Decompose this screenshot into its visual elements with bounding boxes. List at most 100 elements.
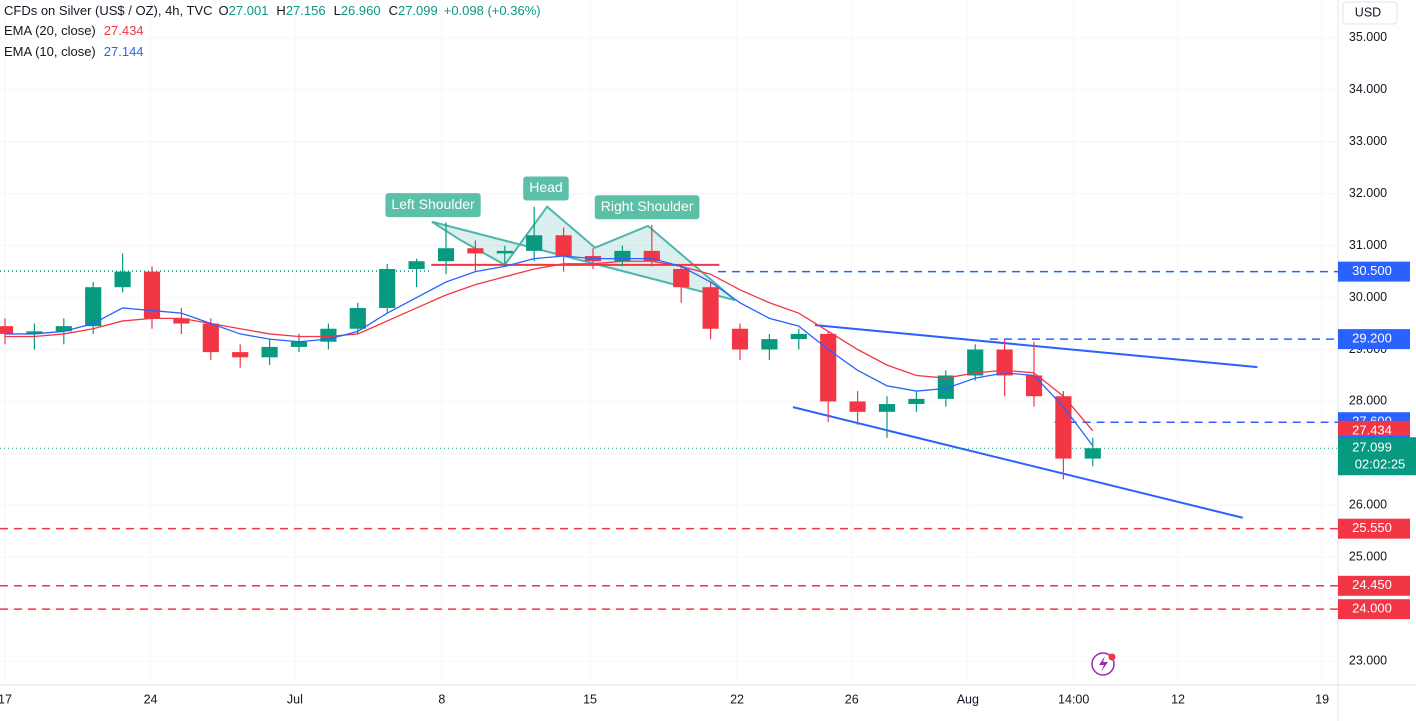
x-tick-label: 22: [730, 692, 744, 706]
annotation-box: [385, 193, 481, 218]
candle-body: [761, 339, 778, 350]
candle-body: [379, 269, 396, 308]
currency: USD: [1355, 5, 1381, 19]
x-tick-label: 15: [583, 692, 597, 706]
legend-row: EMA (10, close) 27.144: [4, 44, 144, 59]
price-tag: [1338, 329, 1410, 350]
ohlc-key: C: [389, 3, 398, 18]
annotation: Right Shoulder: [594, 195, 700, 220]
candle-body: [820, 333, 837, 402]
candle-body: [114, 271, 131, 288]
axes: 23.00024.00025.00026.00027.00028.00029.0…: [0, 30, 1416, 706]
price-tag-label: 24.450: [1352, 577, 1392, 592]
ohlc-value: 26.960: [341, 3, 381, 18]
x-tick-label: 19: [1315, 692, 1329, 706]
x-tick-label: 14:00: [1058, 692, 1089, 706]
ohlc-value: 27.099: [398, 3, 438, 18]
candle-body: [967, 349, 984, 376]
head-shoulders-pattern: [431, 205, 736, 302]
ohlc-value: 27.156: [286, 3, 326, 18]
candle-body: [173, 318, 190, 324]
y-tick-label: 34.000: [1349, 82, 1387, 96]
candle-body: [1055, 396, 1072, 459]
last-price-label: 27.099: [1352, 440, 1392, 455]
x-tick-label: 17: [0, 692, 12, 706]
legend-value: 27.434: [104, 23, 144, 38]
x-tick-label: Aug: [957, 692, 979, 706]
price-tag: [1338, 599, 1410, 620]
candle-body: [996, 349, 1013, 376]
candle-body: [614, 250, 631, 262]
candle-body: [0, 326, 14, 334]
annotation: Head: [523, 176, 569, 201]
legend-name: EMA (20, close): [4, 23, 96, 38]
y-tick-label: 35.000: [1349, 30, 1387, 44]
change: +0.098 (+0.36%): [444, 3, 541, 18]
last-price-tag: [1338, 437, 1416, 476]
candle-body: [849, 401, 866, 412]
legend: CFDs on Silver (US$ / OZ), 4h, TVC O27.00…: [4, 3, 541, 59]
x-tick-label: 26: [845, 692, 859, 706]
candle-body: [731, 328, 749, 350]
candle-body: [85, 287, 102, 327]
candle-body: [261, 346, 278, 358]
price-tag: [1338, 575, 1410, 596]
legend-row: EMA (20, close) 27.434: [4, 23, 144, 38]
plot: Left Shoulder Head Right Shoulder: [0, 176, 1338, 610]
price-tag: [1338, 261, 1410, 282]
annotation-box: [523, 176, 569, 201]
y-tick-label: 23.000: [1349, 653, 1387, 667]
replay-icon[interactable]: [1091, 652, 1116, 676]
annotation-text: Left Shoulder: [391, 196, 475, 212]
candle-body: [790, 333, 807, 340]
icon-dot: [1108, 653, 1116, 661]
ema-line: [4, 260, 1094, 432]
x-tick-label: Jul: [287, 692, 303, 706]
icon-bolt: [1099, 656, 1108, 672]
candle-body: [937, 375, 954, 399]
y-tick-label: 25.000: [1349, 550, 1387, 564]
ohlc-value: 27.001: [229, 3, 269, 18]
candle-body: [55, 326, 72, 332]
y-tick-label: 31.000: [1349, 238, 1387, 252]
annotation-text: Head: [529, 179, 562, 195]
ohlc-key: H: [276, 3, 285, 18]
candle-body: [526, 235, 543, 251]
price-tag: [1338, 518, 1410, 539]
candle-body: [232, 352, 249, 358]
y-tick-label: 33.000: [1349, 134, 1387, 148]
ohlc-key: L: [334, 3, 341, 18]
x-tick-label: 8: [438, 692, 445, 706]
price-tag-label: 27.434: [1352, 422, 1392, 437]
x-tick-label: 24: [144, 692, 158, 706]
candle-body: [1025, 375, 1043, 397]
candle-body: [702, 287, 719, 329]
candle-body: [1084, 448, 1101, 459]
annotation-box: [594, 195, 700, 220]
y-tick-label: 26.000: [1349, 498, 1387, 512]
candle-body: [26, 331, 43, 334]
y-tick-label: 32.000: [1349, 186, 1387, 200]
currency-box[interactable]: [1342, 1, 1398, 25]
y-tick-label: 30.000: [1349, 290, 1387, 304]
legend-value: 27.144: [104, 44, 144, 59]
legend-row: CFDs on Silver (US$ / OZ), 4h, TVC O27.00…: [4, 3, 541, 18]
candle-body: [143, 271, 161, 319]
y-tick-label: 28.000: [1349, 394, 1387, 408]
ohlc-key: O: [219, 3, 229, 18]
candle-body: [437, 248, 455, 262]
trend-line: [792, 406, 1243, 519]
price-tag-label: 25.550: [1352, 520, 1392, 535]
ema-line: [4, 255, 1094, 447]
annotation-text: Right Shoulder: [601, 198, 694, 214]
candle-body: [467, 248, 484, 254]
candle-body: [908, 398, 925, 405]
candle-body: [349, 307, 366, 329]
countdown: 02:02:25: [1355, 457, 1406, 472]
candle-body: [496, 250, 513, 254]
candle-body: [673, 269, 690, 288]
price-tag-label: 29.200: [1352, 331, 1392, 346]
legend-name: EMA (10, close): [4, 44, 96, 59]
